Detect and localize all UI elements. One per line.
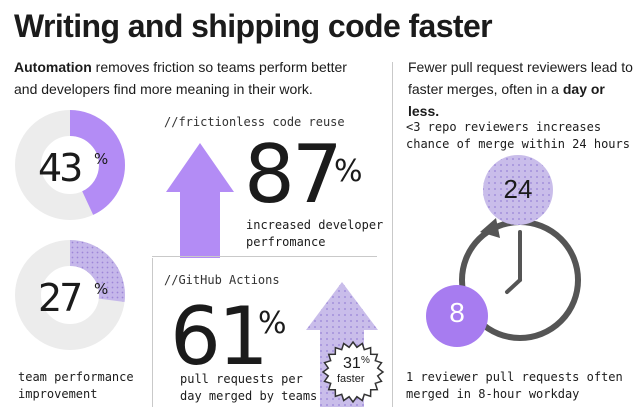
donut-43-suffix: % [94,150,109,168]
single-reviewer-stat: 1 reviewer pull requests often merged in… [406,370,623,401]
right-intro-plain: Fewer pull request reviewers lead to fas… [408,59,633,97]
frictionless-label: //frictionless code reuse [164,115,345,129]
circle-24-label: 24 [503,174,533,204]
circle-24-bg [483,155,553,225]
badge-text: faster [337,373,365,385]
stat-87-value: 87 [244,128,343,221]
section-divider [152,256,377,257]
stat-87-description: increased developer perfromance [246,218,384,249]
badge-suffix: % [361,355,370,366]
intro-text: Automation removes friction so teams per… [14,56,364,100]
donut-chart-27 [15,240,125,350]
reviewers-stat: <3 repo reviewers increases chance of me… [406,120,630,151]
right-intro-text: Fewer pull request reviewers lead to fas… [408,56,633,122]
donut-43-arc [15,110,125,220]
column-divider [392,62,393,407]
github-actions-label: //GitHub Actions [164,273,280,287]
circle-8-bg [426,285,488,347]
page-title: Writing and shipping code faster [14,8,493,44]
team-performance-label: team performance improvement [18,370,134,401]
right-intro-bold: day or less. [408,81,605,119]
stat-61-value: 61 [170,290,269,383]
seal-badge-icon [321,340,385,404]
donut-43-value: 43 [38,146,83,190]
donut-chart-43 [15,110,125,220]
circle-8-label: 8 [449,297,465,328]
stat-61-description: pull requests per day merged by teams [180,372,318,403]
badge-value: 31 [343,355,361,372]
section-divider-vertical [152,258,153,407]
intro-bold: Automation [14,59,92,75]
stat-87-suffix: % [334,154,363,189]
donut-27-arc [15,240,125,350]
donut-27-suffix: % [94,280,109,298]
donut-27-value: 27 [38,276,83,320]
stat-61-suffix: % [258,306,287,341]
up-arrow-icon [166,143,234,258]
intro-rest: removes friction so teams perform better… [14,59,347,97]
